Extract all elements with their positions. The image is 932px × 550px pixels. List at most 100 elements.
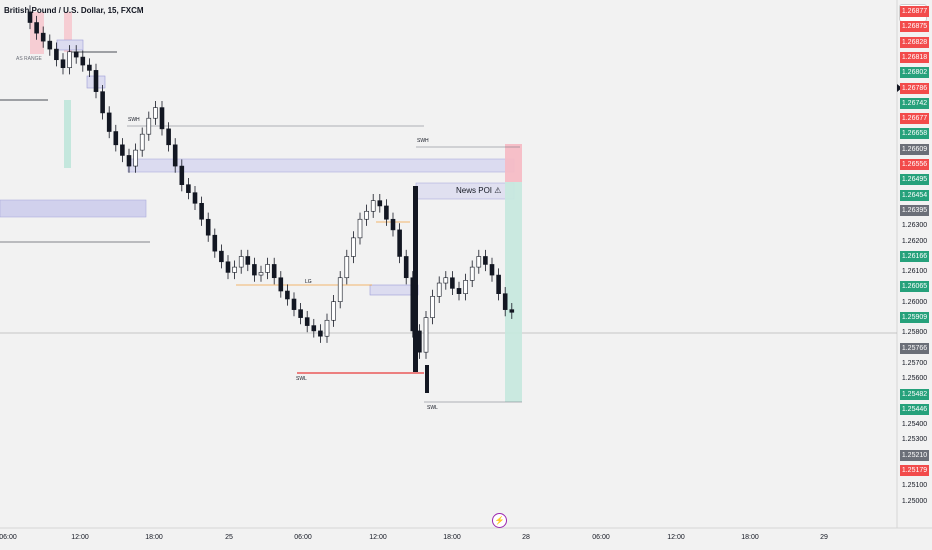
price-label: 1.26742: [900, 97, 929, 109]
price-label: 1.26658: [900, 128, 929, 140]
price-label: 1.26802: [900, 67, 929, 79]
candle-body: [377, 200, 383, 207]
poi-zone-left: [0, 199, 147, 218]
swing-low-candle: [425, 365, 429, 393]
candle-body: [265, 264, 270, 273]
candle-body: [311, 325, 317, 332]
candle-body: [285, 290, 290, 300]
candle-body: [113, 131, 119, 146]
candle-body: [100, 91, 105, 114]
swing-low-label-left: SWL: [296, 376, 307, 382]
candle-body: [469, 266, 475, 281]
price-label: 1.25179: [900, 465, 929, 476]
lightning-events-icon[interactable]: ⚡: [492, 513, 507, 528]
candle-body: [40, 32, 46, 42]
time-tick-label: 29: [820, 534, 828, 541]
candle-body: [27, 11, 33, 23]
price-label: 1.26828: [900, 36, 929, 48]
candle-body: [166, 128, 171, 146]
candle-body: [106, 112, 112, 132]
price-label: 1.26818: [900, 51, 929, 63]
candle-body: [489, 264, 495, 276]
candle-body: [397, 229, 402, 257]
price-label: 1.26495: [900, 174, 929, 186]
candle-body: [298, 309, 303, 318]
candle-body: [80, 56, 86, 66]
candle-body: [93, 70, 99, 92]
price-label: 1.25446: [900, 403, 929, 415]
candle-body: [212, 234, 218, 252]
candle-body: [456, 288, 462, 294]
price-label: 1.25300: [901, 436, 928, 444]
price-label: 1.26454: [900, 189, 929, 201]
candle-body: [364, 210, 369, 220]
candle-body: [476, 256, 482, 268]
time-tick-label: 06:00: [0, 534, 17, 541]
candle-body: [278, 277, 284, 292]
candle-body: [324, 319, 330, 337]
candle-body: [318, 330, 323, 337]
price-label: 1.25400: [901, 421, 928, 429]
candle-body: [139, 133, 145, 151]
candle-body: [225, 261, 231, 273]
price-label: 1.25700: [901, 359, 928, 367]
candle-body: [258, 272, 264, 276]
candle-body: [159, 107, 165, 130]
price-label: 1.26677: [900, 113, 929, 125]
price-label: 1.25100: [901, 482, 928, 490]
as-range-label: AS RANGE: [16, 56, 42, 62]
candle-body: [403, 256, 409, 279]
candle-body: [219, 250, 224, 263]
swing-low-label-right: SWL: [427, 405, 438, 411]
price-label: 1.25482: [900, 388, 929, 400]
candle-body: [153, 107, 158, 119]
candle-body: [436, 282, 442, 297]
candle-body: [496, 274, 501, 294]
price-label: 1.26200: [901, 237, 928, 245]
symbol-title[interactable]: British Pound / U.S. Dollar, 15, FXCM: [4, 6, 144, 15]
spike-candle: [413, 186, 418, 372]
time-tick-label: 12:00: [71, 534, 89, 541]
price-label: 1.25210: [900, 449, 929, 461]
time-tick-label: 18:00: [741, 534, 759, 541]
price-label: 1.26786: [900, 82, 929, 94]
candle-body: [133, 149, 138, 167]
price-label: 1.25766: [900, 342, 929, 354]
candle-body: [238, 256, 244, 268]
candle-body: [205, 218, 211, 236]
candle-body: [146, 117, 152, 135]
candle-body: [271, 264, 277, 279]
candle-body: [370, 200, 376, 212]
price-label: 1.26877: [900, 6, 929, 17]
candle-body: [245, 256, 251, 265]
time-tick-label: 28: [522, 534, 530, 541]
time-tick-label: 18:00: [443, 534, 461, 541]
candle-body: [73, 51, 79, 58]
candle-body: [291, 298, 297, 310]
candle-body: [344, 256, 350, 279]
price-label: 1.26065: [900, 281, 929, 293]
candle-body: [509, 309, 515, 313]
candle-body: [172, 144, 178, 167]
price-label: 1.26166: [900, 250, 929, 262]
time-tick-label: 06:00: [294, 534, 312, 541]
price-label: 1.26609: [900, 143, 929, 155]
candle-body: [179, 165, 185, 185]
stop-loss-zone: [505, 144, 522, 182]
candle-body: [443, 277, 449, 284]
candle-body: [423, 317, 429, 353]
candle-body: [87, 64, 92, 71]
candle-body: [126, 155, 132, 167]
candle-body: [120, 144, 125, 156]
price-label: 1.26100: [901, 268, 928, 276]
poi-zone-mid: [127, 158, 515, 173]
bull-zone-left: [64, 100, 71, 168]
price-label: 1.25000: [901, 497, 928, 505]
candle-body: [390, 218, 396, 231]
candle-body: [502, 293, 508, 310]
candle-body: [463, 280, 468, 294]
price-label: 1.25800: [901, 329, 928, 337]
last-price-arrow-icon: [897, 84, 902, 92]
candle-body: [384, 205, 389, 220]
